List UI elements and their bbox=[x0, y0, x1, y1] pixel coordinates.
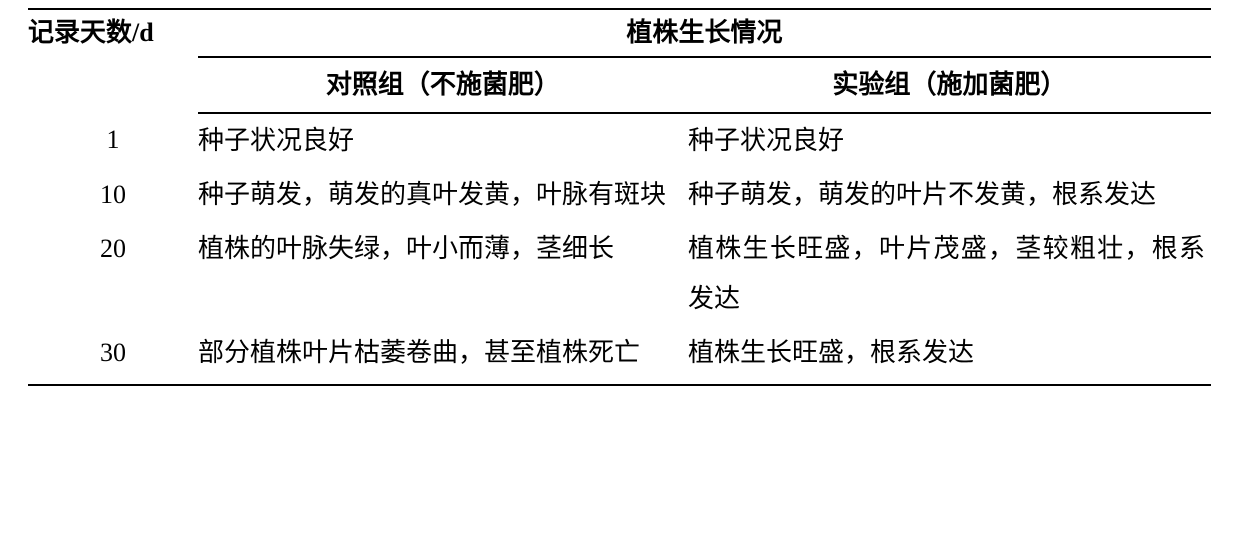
growth-table: 记录天数/d 植株生长情况 对照组（不施菌肥） 实验组（施加菌肥） 1 bbox=[28, 8, 1211, 386]
col-header-experiment-label: 实验组（施加菌肥） bbox=[832, 70, 1066, 99]
cell-control-value: 部分植株叶片枯萎卷曲，甚至植株死亡 bbox=[198, 328, 682, 378]
cell-days: 30 bbox=[28, 326, 198, 385]
cell-control-value: 种子状况良好 bbox=[198, 116, 682, 166]
cell-control: 种子状况良好 bbox=[198, 113, 688, 168]
col-header-days: 记录天数/d bbox=[28, 9, 198, 113]
cell-experiment-value: 种子萌发，萌发的叶片不发黄，根系发达 bbox=[688, 170, 1205, 220]
header-row-2: 对照组（不施菌肥） 实验组（施加菌肥） bbox=[28, 57, 1211, 113]
col-header-control: 对照组（不施菌肥） bbox=[198, 57, 688, 113]
cell-days-value: 10 bbox=[28, 170, 198, 220]
cell-days: 1 bbox=[28, 113, 198, 168]
cell-days-value: 30 bbox=[28, 328, 198, 378]
table-row: 10 种子萌发，萌发的真叶发黄，叶脉有斑块 种子萌发，萌发的叶片不发黄，根系发达 bbox=[28, 168, 1211, 222]
col-header-growth-label: 植株生长情况 bbox=[626, 18, 782, 47]
cell-days-value: 1 bbox=[28, 115, 198, 165]
cell-experiment: 植株生长旺盛，叶片茂盛，茎较粗壮，根系发达 bbox=[688, 222, 1211, 326]
table-row: 1 种子状况良好 种子状况良好 bbox=[28, 113, 1211, 168]
cell-experiment: 种子状况良好 bbox=[688, 113, 1211, 168]
cell-control: 植株的叶脉失绿，叶小而薄，茎细长 bbox=[198, 222, 688, 326]
col-header-days-label: 记录天数/d bbox=[28, 18, 154, 47]
col-header-growth: 植株生长情况 bbox=[198, 9, 1211, 57]
cell-control-value: 种子萌发，萌发的真叶发黄，叶脉有斑块 bbox=[198, 170, 682, 220]
cell-experiment-value: 植株生长旺盛，根系发达 bbox=[688, 328, 1205, 378]
table-row: 20 植株的叶脉失绿，叶小而薄，茎细长 植株生长旺盛，叶片茂盛，茎较粗壮，根系发… bbox=[28, 222, 1211, 326]
cell-control-value: 植株的叶脉失绿，叶小而薄，茎细长 bbox=[198, 224, 682, 274]
cell-days-value: 20 bbox=[28, 224, 198, 274]
cell-days: 20 bbox=[28, 222, 198, 326]
cell-control: 种子萌发，萌发的真叶发黄，叶脉有斑块 bbox=[198, 168, 688, 222]
table-body: 1 种子状况良好 种子状况良好 10 种子萌发，萌发的真叶发黄，叶脉有斑块 种子… bbox=[28, 113, 1211, 385]
table-header: 记录天数/d 植株生长情况 对照组（不施菌肥） 实验组（施加菌肥） bbox=[28, 9, 1211, 113]
header-row-1: 记录天数/d 植株生长情况 bbox=[28, 9, 1211, 57]
cell-control: 部分植株叶片枯萎卷曲，甚至植株死亡 bbox=[198, 326, 688, 385]
col-header-control-label: 对照组（不施菌肥） bbox=[326, 70, 560, 99]
cell-experiment: 植株生长旺盛，根系发达 bbox=[688, 326, 1211, 385]
cell-experiment-value: 种子状况良好 bbox=[688, 116, 1205, 166]
cell-days: 10 bbox=[28, 168, 198, 222]
table-container: 记录天数/d 植株生长情况 对照组（不施菌肥） 实验组（施加菌肥） 1 bbox=[0, 0, 1239, 406]
table-row: 30 部分植株叶片枯萎卷曲，甚至植株死亡 植株生长旺盛，根系发达 bbox=[28, 326, 1211, 385]
col-header-experiment: 实验组（施加菌肥） bbox=[688, 57, 1211, 113]
cell-experiment-value: 植株生长旺盛，叶片茂盛，茎较粗壮，根系发达 bbox=[688, 224, 1205, 324]
cell-experiment: 种子萌发，萌发的叶片不发黄，根系发达 bbox=[688, 168, 1211, 222]
